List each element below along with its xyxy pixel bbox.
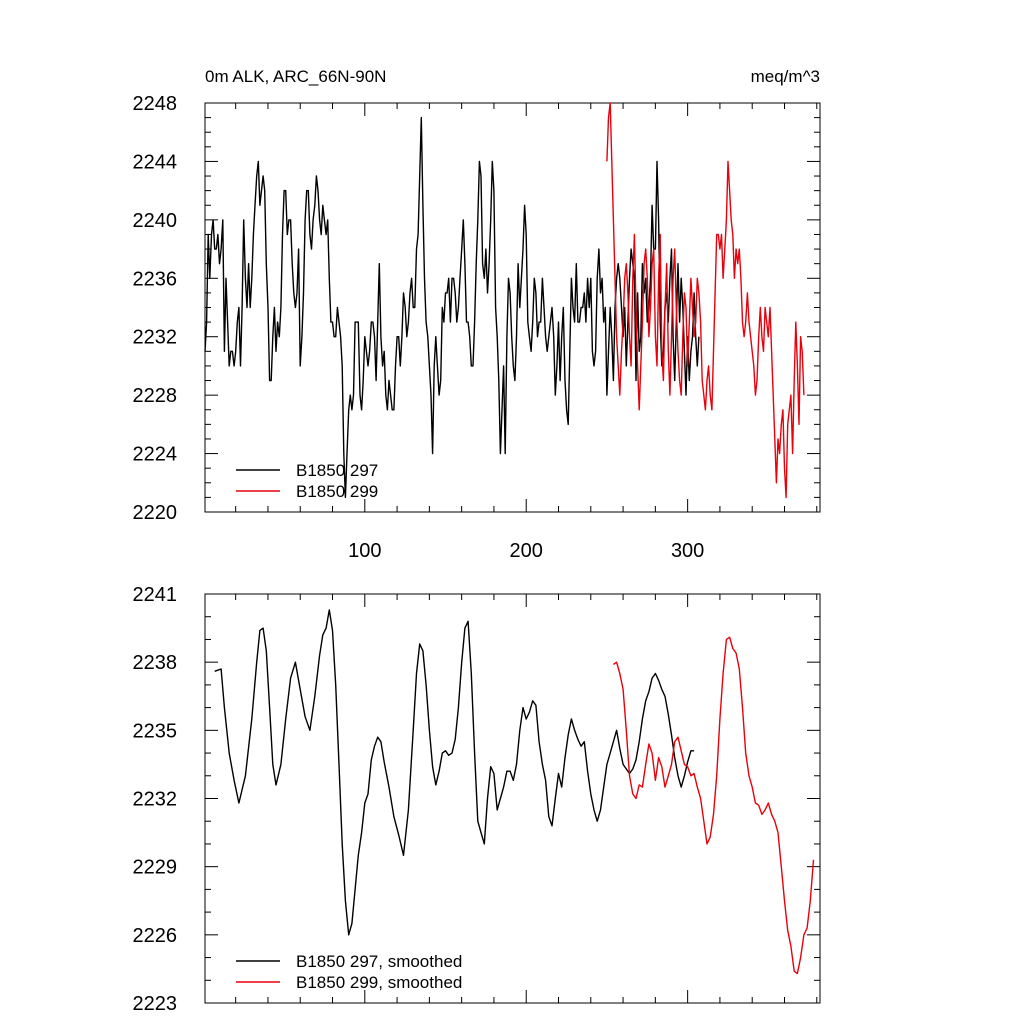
y-tick-label: 2248 <box>133 93 178 115</box>
plot-frame <box>204 593 821 1004</box>
legend-label-1: B1850 297 <box>296 461 378 480</box>
units-label: meq/m^3 <box>751 67 820 86</box>
chart-title: 0m ALK, ARC_66N-90N <box>205 67 386 86</box>
y-tick-label: 2235 <box>133 720 178 742</box>
legend-label-2: B1850 299, smoothed <box>296 973 462 992</box>
y-tick-label: 2236 <box>133 268 178 290</box>
y-tick-label: 2232 <box>133 327 178 349</box>
y-tick-label: 2229 <box>133 857 178 879</box>
panel-raw: 0m ALK, ARC_66N-90N meq/m^3 2220 2224 2228… <box>133 67 821 562</box>
y-tick-label: 2223 <box>133 993 178 1015</box>
series-line-1 <box>204 116 700 499</box>
y-tick-label: 2244 <box>133 151 178 173</box>
y-tick-label: 2232 <box>133 789 178 811</box>
series-line-1 <box>214 609 695 936</box>
panel-smoothed: 2223 2226 2229 2232 2235 2238 2241 B1850 297, s… <box>133 584 821 1015</box>
y-tick-label: 2241 <box>133 584 178 606</box>
legend-label-1: B1850 297, smoothed <box>296 952 462 971</box>
y-tick-label: 2228 <box>133 385 178 407</box>
x-tick-label: 300 <box>671 540 704 562</box>
y-tick-label: 2226 <box>133 925 178 947</box>
y-tick-label: 2238 <box>133 652 178 674</box>
series-line-2 <box>613 636 815 975</box>
y-tick-label: 2240 <box>133 210 178 232</box>
series-line-2 <box>606 102 805 499</box>
legend-label-2: B1850 299 <box>296 482 378 501</box>
x-tick-label: 100 <box>348 540 381 562</box>
y-tick-label: 2220 <box>133 502 178 524</box>
y-tick-label: 2224 <box>133 444 178 466</box>
x-tick-label: 200 <box>510 540 543 562</box>
